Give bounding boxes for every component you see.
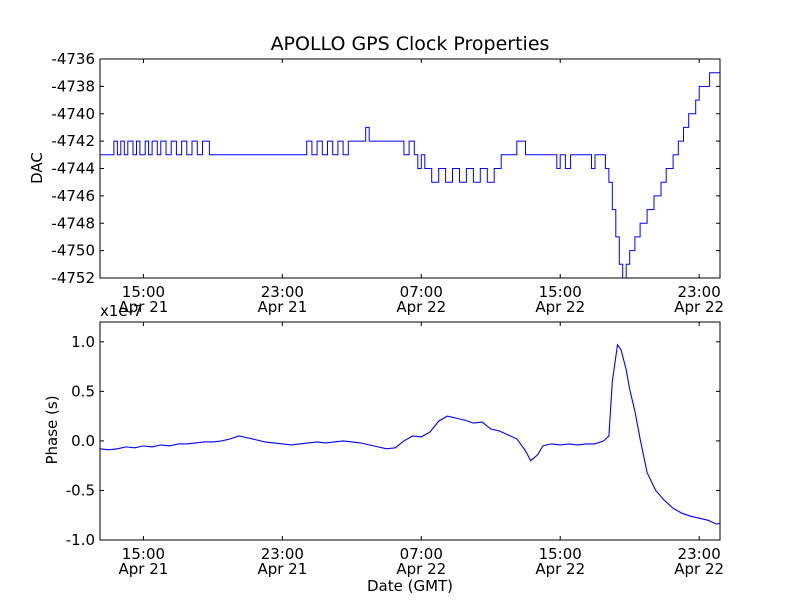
dac-y-tick-label: -4752 <box>51 269 95 287</box>
dac-y-tick-label: -4750 <box>51 242 95 260</box>
phase-x-tick-label-time: 07:00 <box>400 545 443 563</box>
dac-y-tick-label: -4748 <box>51 214 95 232</box>
dac-plot-area: -4752 -4750 -4748 -4746 -4744 -4742 -4740 -4738… <box>51 50 724 316</box>
chart-title: APOLLO GPS Clock Properties <box>271 33 550 55</box>
phase-x-tick-label-time: 23:00 <box>678 545 721 563</box>
phase-x-tick-label-date: Apr 22 <box>535 560 585 578</box>
phase-y-tick-label: -0.5 <box>66 481 95 499</box>
dac-y-tick-label: -4742 <box>51 132 95 150</box>
phase-x-tick-label-date: Apr 22 <box>396 560 446 578</box>
dac-x-tick-label-time: 23:00 <box>678 283 721 301</box>
dac-x-tick-label-time: 15:00 <box>539 283 582 301</box>
dac-x-tick-label-date: Apr 22 <box>535 298 585 316</box>
dac-x-tick-label-time: 07:00 <box>400 283 443 301</box>
dac-y-tick-label: -4740 <box>51 105 95 123</box>
phase-x-tick-label-date: Apr 22 <box>674 560 724 578</box>
dac-x-tick-label-date: Apr 22 <box>396 298 446 316</box>
dac-x-tick-label-time: 23:00 <box>261 283 304 301</box>
phase-x-tick-label-date: Apr 21 <box>257 560 307 578</box>
phase-x-tick-label-time: 15:00 <box>539 545 582 563</box>
dac-y-tick-label: -4746 <box>51 187 95 205</box>
dac-x-tick-label-time: 15:00 <box>122 283 165 301</box>
phase-y-tick-label: 0.5 <box>71 382 95 400</box>
dac-y-tick-label: -4744 <box>51 160 95 178</box>
dac-x-tick-label-date: Apr 21 <box>257 298 307 316</box>
dac-panel: -4752 -4750 -4748 -4746 -4744 -4742 -4740 -4738… <box>28 50 724 316</box>
phase-offset-label: x1e-7 <box>100 302 143 320</box>
phase-x-tick-label-time: 15:00 <box>122 545 165 563</box>
dac-x-tick-label-date: Apr 22 <box>674 298 724 316</box>
phase-x-tick-label-date: Apr 21 <box>119 560 169 578</box>
dac-y-tick-label: -4736 <box>51 50 95 68</box>
phase-y-axis-label: Phase (s) <box>43 395 61 464</box>
phase-x-tick-label-time: 23:00 <box>261 545 304 563</box>
phase-series-line <box>99 343 721 525</box>
dac-y-tick-label: -4738 <box>51 77 95 95</box>
dac-x-tick-label-date: Apr 21 <box>119 298 169 316</box>
phase-y-tick-label: -1.0 <box>66 531 95 549</box>
dac-y-axis-label: DAC <box>28 152 46 184</box>
phase-y-tick-label: 0.0 <box>71 432 95 450</box>
phase-x-axis-label: Date (GMT) <box>367 577 453 595</box>
phase-axes-frame <box>99 321 721 541</box>
phase-y-tick-label: 1.0 <box>71 333 95 351</box>
dac-series-line <box>100 72 720 279</box>
